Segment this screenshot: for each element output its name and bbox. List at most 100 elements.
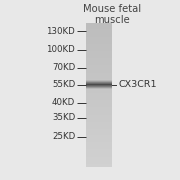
Bar: [86, 112, 112, 113]
Bar: [86, 75, 112, 76]
Bar: [86, 25, 112, 26]
Bar: [86, 67, 112, 68]
Bar: [86, 139, 112, 140]
Bar: [86, 119, 112, 121]
Bar: [86, 40, 112, 41]
Bar: [86, 137, 112, 139]
Bar: [86, 98, 112, 99]
Bar: [86, 151, 112, 152]
Bar: [86, 87, 112, 88]
Bar: [86, 153, 112, 154]
Bar: [86, 134, 112, 135]
Bar: [86, 97, 112, 98]
Bar: [86, 110, 112, 111]
Bar: [86, 146, 112, 147]
Bar: [86, 27, 112, 28]
Bar: [86, 99, 112, 100]
Bar: [86, 141, 112, 142]
Bar: [86, 82, 112, 83]
Bar: [86, 140, 112, 141]
Bar: [86, 49, 112, 50]
Bar: [86, 85, 112, 86]
Bar: [86, 52, 112, 53]
Bar: [86, 29, 112, 31]
Text: CX3CR1: CX3CR1: [119, 80, 157, 89]
Bar: [86, 31, 112, 32]
Bar: [86, 26, 112, 27]
Bar: [86, 46, 112, 47]
Bar: [86, 130, 112, 131]
Bar: [86, 86, 112, 87]
Bar: [86, 159, 112, 160]
Bar: [86, 84, 112, 85]
Bar: [86, 57, 112, 58]
Bar: [86, 83, 112, 85]
Bar: [86, 37, 112, 38]
Bar: [86, 116, 112, 117]
Bar: [86, 133, 112, 134]
Bar: [86, 142, 112, 143]
Bar: [86, 158, 112, 159]
Bar: [86, 56, 112, 57]
Bar: [86, 163, 112, 164]
Bar: [86, 164, 112, 165]
Bar: [86, 101, 112, 103]
Text: 35KD: 35KD: [52, 113, 75, 122]
Text: 70KD: 70KD: [52, 63, 75, 72]
Bar: [86, 43, 112, 44]
Bar: [86, 80, 112, 81]
Bar: [86, 117, 112, 118]
Bar: [86, 88, 112, 89]
Bar: [86, 62, 112, 63]
Bar: [86, 155, 112, 157]
Bar: [86, 103, 112, 104]
Bar: [86, 81, 112, 82]
Bar: [86, 64, 112, 65]
Bar: [86, 127, 112, 128]
Bar: [86, 106, 112, 107]
Bar: [86, 89, 112, 91]
Bar: [86, 95, 112, 97]
Bar: [86, 87, 112, 88]
Bar: [86, 109, 112, 110]
Bar: [86, 28, 112, 29]
Bar: [86, 50, 112, 51]
Bar: [86, 136, 112, 137]
Bar: [86, 63, 112, 64]
Bar: [86, 53, 112, 55]
Bar: [86, 131, 112, 133]
Bar: [86, 83, 112, 84]
Bar: [86, 105, 112, 106]
Bar: [86, 123, 112, 124]
Bar: [86, 32, 112, 33]
Bar: [86, 88, 112, 89]
Bar: [86, 107, 112, 109]
Bar: [86, 71, 112, 73]
Bar: [86, 92, 112, 93]
Bar: [86, 166, 112, 167]
Bar: [86, 111, 112, 112]
Bar: [86, 149, 112, 151]
Text: 130KD: 130KD: [46, 27, 75, 36]
Bar: [86, 160, 112, 161]
Bar: [86, 135, 112, 136]
Bar: [86, 129, 112, 130]
Bar: [86, 115, 112, 116]
Bar: [86, 68, 112, 69]
Bar: [86, 128, 112, 129]
Bar: [86, 93, 112, 94]
Bar: [86, 58, 112, 59]
Text: 55KD: 55KD: [52, 80, 75, 89]
Text: 40KD: 40KD: [52, 98, 75, 107]
Bar: [86, 80, 112, 81]
Bar: [86, 122, 112, 123]
Bar: [86, 23, 112, 25]
Bar: [86, 69, 112, 70]
Bar: [86, 124, 112, 125]
Bar: [86, 38, 112, 39]
Bar: [86, 59, 112, 61]
Bar: [86, 148, 112, 149]
Bar: [86, 39, 112, 40]
Bar: [86, 45, 112, 46]
Bar: [86, 113, 112, 115]
